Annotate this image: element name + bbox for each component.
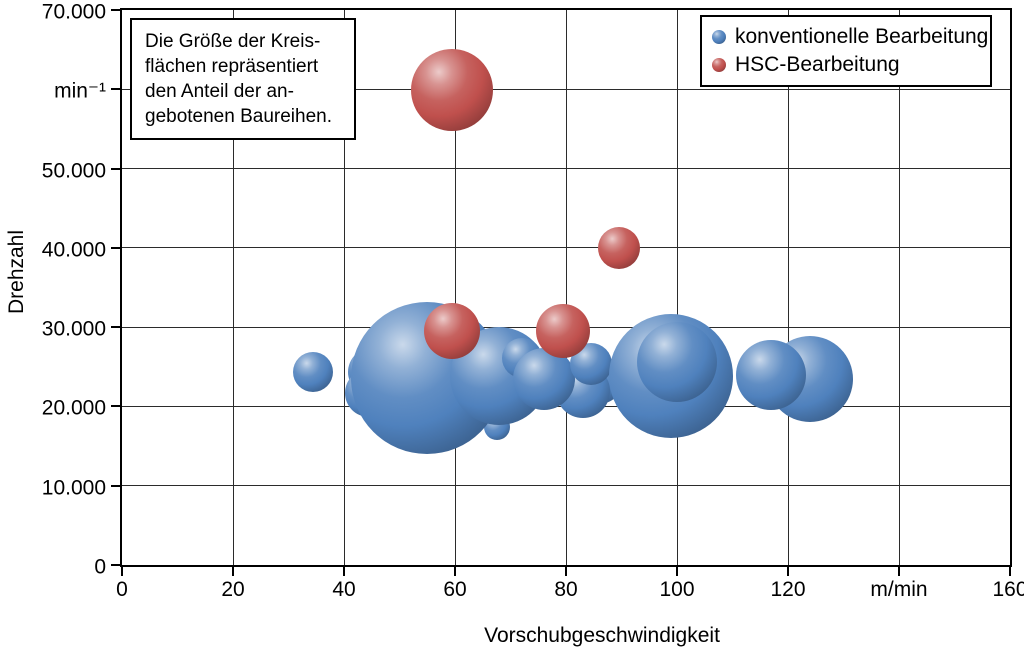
gridline-horizontal [122, 88, 1010, 90]
y-tick-label: 40.000 [41, 238, 106, 262]
x-axis-tick [787, 567, 789, 576]
annotation-line: Die Größe der Kreis- [145, 31, 321, 52]
x-tick-label: 160 [992, 578, 1024, 601]
y-tick-label: min⁻¹ [54, 79, 106, 103]
y-axis-title: Drehzahl [5, 229, 28, 315]
y-axis-tick [111, 564, 120, 566]
x-tick-label: 60 [443, 578, 467, 601]
y-axis-tick [111, 167, 120, 170]
y-tick-label: 20.000 [41, 396, 106, 420]
bubble-konventionell [293, 352, 334, 393]
x-axis-tick [232, 567, 234, 576]
y-axis-tick [111, 405, 120, 408]
y-tick-label: 30.000 [41, 317, 106, 341]
x-tick-label: 120 [770, 578, 806, 601]
gridline-horizontal [122, 485, 1010, 487]
annotation-box: Die Größe der Kreis- flächen repräsentie… [130, 18, 356, 140]
gridline-horizontal [122, 168, 1010, 170]
bubble-hsc [536, 304, 591, 359]
legend-marker-icon [712, 58, 726, 72]
x-axis-title: Vorschubgeschwindigkeit [484, 624, 720, 647]
y-tick-label: 50.000 [41, 159, 106, 183]
bubble-hsc [597, 226, 640, 269]
gridline-vertical [787, 10, 789, 565]
gridline-vertical [676, 10, 678, 565]
x-tick-label: 40 [332, 578, 356, 601]
y-tick-label: 10.000 [41, 476, 106, 500]
y-axis-tick [111, 484, 120, 487]
legend-label: konventionelle Bearbeitung [735, 25, 989, 48]
y-axis-tick [111, 326, 120, 329]
x-tick-label: 20 [221, 578, 245, 601]
gridline-vertical [565, 10, 567, 565]
gridline-horizontal [122, 247, 1010, 249]
legend-label: HSC-Bearbeitung [735, 53, 900, 76]
y-axis-tick [111, 246, 120, 249]
bubble-hsc [424, 303, 481, 360]
annotation-line: gebotenen Baureihen. [145, 106, 332, 127]
x-tick-label: m/min [870, 578, 928, 601]
legend-item: konventionelle Bearbeitung [712, 23, 988, 51]
gridline-vertical [454, 10, 456, 565]
y-tick-label: 70.000 [41, 0, 106, 24]
bubble-konventionell [637, 322, 717, 403]
x-axis-tick [565, 567, 567, 576]
x-axis-tick [121, 567, 123, 576]
x-axis-tick [676, 567, 678, 576]
bubble-konventionell [736, 339, 807, 410]
annotation-line: den Anteil der an- [145, 81, 294, 102]
bubble-hsc [411, 49, 494, 132]
x-tick-label: 100 [659, 578, 695, 601]
gridline-vertical [343, 10, 345, 565]
legend-marker-icon [712, 30, 726, 44]
x-tick-label: 0 [116, 578, 128, 601]
annotation-line: flächen repräsentiert [145, 56, 319, 77]
gridline-vertical [898, 10, 900, 565]
x-axis-tick [343, 567, 345, 576]
gridline-vertical [232, 10, 234, 565]
legend-item: HSC-Bearbeitung [712, 51, 980, 79]
y-tick-label: 0 [94, 555, 106, 579]
x-axis-tick [1009, 567, 1011, 576]
x-axis-tick [454, 567, 456, 576]
legend: konventionelle Bearbeitung HSC-Bearbeitu… [700, 15, 992, 87]
y-axis-tick [111, 88, 120, 91]
x-axis-tick [898, 567, 900, 576]
x-tick-label: 80 [554, 578, 578, 601]
y-axis-tick [111, 9, 120, 11]
